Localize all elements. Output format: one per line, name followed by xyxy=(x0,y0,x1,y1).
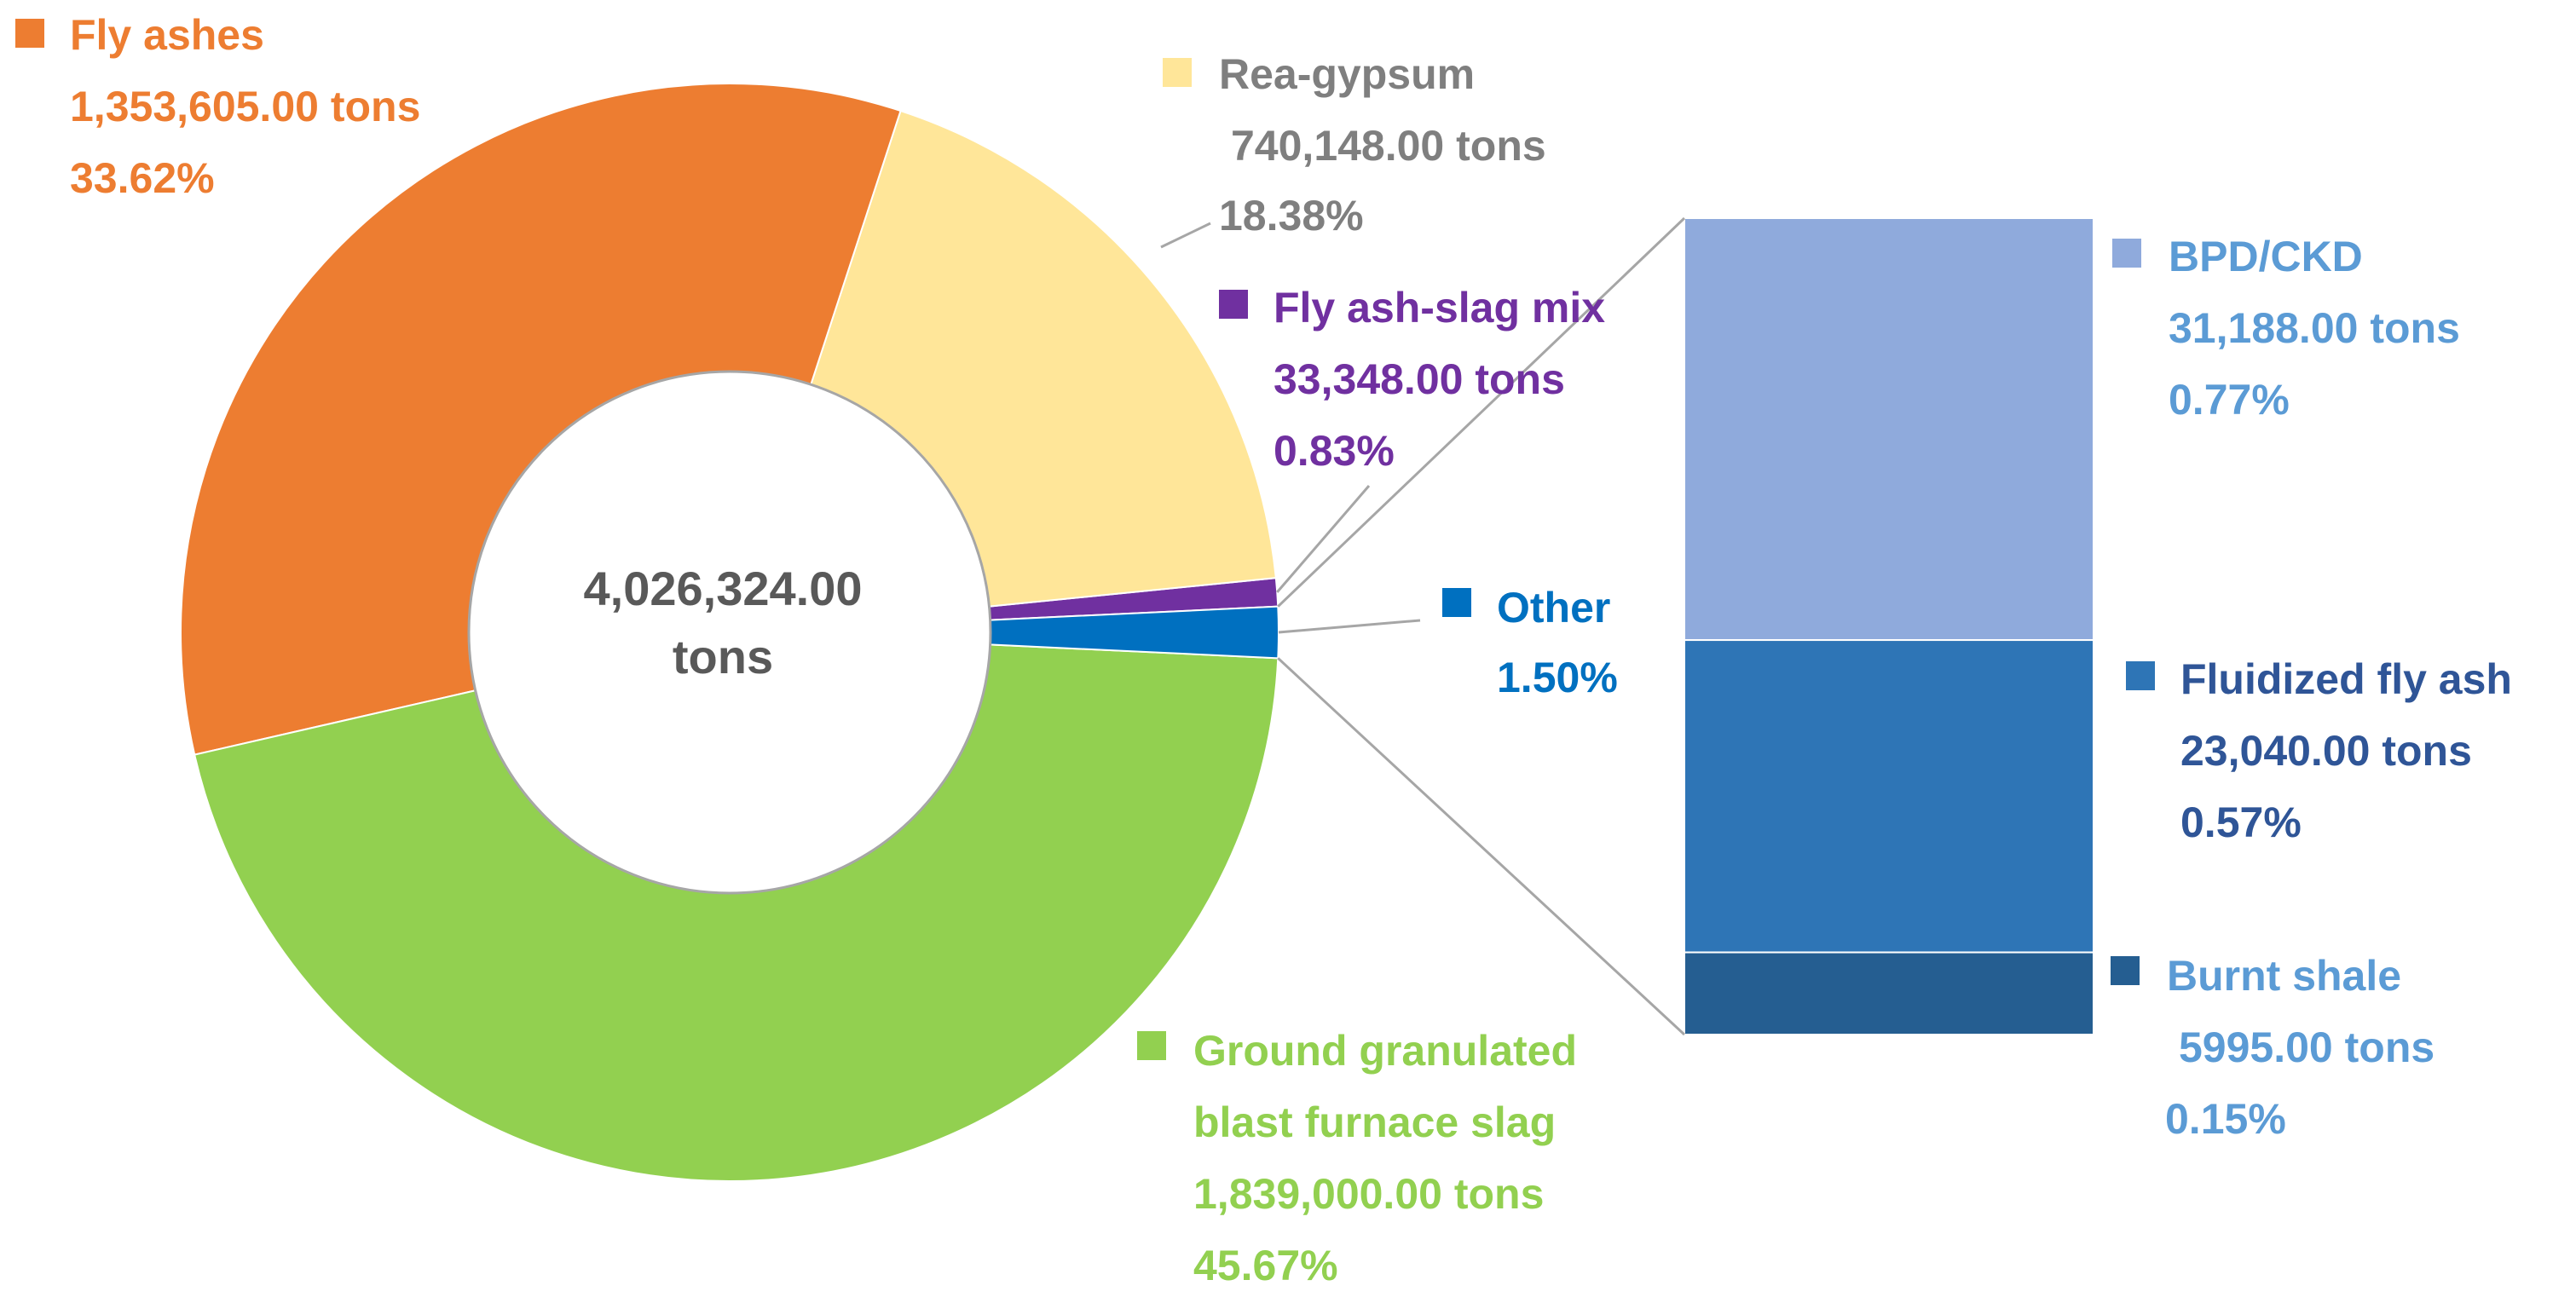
leader-lines xyxy=(1160,216,1686,1036)
leader-line-rea-gypsum xyxy=(1160,222,1211,249)
legend-label-other: Other 1.50% xyxy=(1442,584,1618,701)
svg-text:23,040.00 tons: 23,040.00 tons xyxy=(2180,727,2472,775)
bar-segment-bpd_ckd xyxy=(1684,217,2094,642)
legend-label-ggbfs: Ground granulated blast furnace slag 1,8… xyxy=(1137,1027,1577,1289)
leader-line-other xyxy=(1278,619,1421,634)
center-total-unit: tons xyxy=(673,630,773,683)
svg-text:740,148.00 tons: 740,148.00 tons xyxy=(1231,122,1546,170)
svg-text:Other: Other xyxy=(1497,584,1610,631)
legend-swatch-fluidized-fly-ash xyxy=(2126,661,2155,690)
legend-label-bpd-ckd: BPD/CKD 31,188.00 tons 0.77% xyxy=(2112,233,2460,424)
svg-text:33.62%: 33.62% xyxy=(70,154,215,202)
connector-line-upper xyxy=(1277,216,1686,608)
svg-text:1,839,000.00 tons: 1,839,000.00 tons xyxy=(1193,1170,1544,1218)
svg-text:BPD/CKD: BPD/CKD xyxy=(2169,233,2363,280)
svg-text:Ground granulated: Ground granulated xyxy=(1193,1027,1577,1075)
svg-text:33,348.00 tons: 33,348.00 tons xyxy=(1274,355,1565,403)
legend-swatch-burnt-shale xyxy=(2111,956,2140,985)
legend-swatch-fly-ashes xyxy=(15,19,44,48)
bar-segment-burnt_shale xyxy=(1684,951,2094,1035)
legend-label-rea-gypsum: Rea-gypsum 740,148.00 tons 18.38% xyxy=(1163,50,1546,239)
svg-text:Fluidized fly ash: Fluidized fly ash xyxy=(2180,655,2512,703)
stacked-bar xyxy=(1684,217,2094,1035)
svg-text:1,353,605.00 tons: 1,353,605.00 tons xyxy=(70,83,420,130)
svg-text:Fly ash-slag mix: Fly ash-slag mix xyxy=(1274,284,1605,332)
svg-text:0.15%: 0.15% xyxy=(2165,1095,2286,1143)
legend-label-fly-ashes: Fly ashes 1,353,605.00 tons 33.62% xyxy=(15,11,420,202)
legend-swatch-fly-ash-slag-mix xyxy=(1219,290,1248,319)
leader-line-fly-ash-slag-mix xyxy=(1276,485,1371,593)
svg-text:18.38%: 18.38% xyxy=(1219,192,1364,239)
svg-text:Fly ashes: Fly ashes xyxy=(70,11,264,59)
legend-label-fluidized-fly-ash: Fluidized fly ash 23,040.00 tons 0.57% xyxy=(2126,655,2512,846)
svg-text:Rea-gypsum: Rea-gypsum xyxy=(1219,50,1475,98)
svg-text:Burnt shale: Burnt shale xyxy=(2167,952,2401,1000)
legend-swatch-other xyxy=(1442,588,1471,617)
center-total-value: 4,026,324.00 xyxy=(584,562,863,615)
svg-text:31,188.00 tons: 31,188.00 tons xyxy=(2169,304,2460,352)
svg-text:0.83%: 0.83% xyxy=(1274,427,1395,475)
legend-label-fly-ash-slag-mix: Fly ash-slag mix 33,348.00 tons 0.83% xyxy=(1219,284,1605,475)
svg-text:blast furnace slag: blast furnace slag xyxy=(1193,1098,1556,1146)
bar-segment-fluidized xyxy=(1684,639,2094,954)
svg-text:1.50%: 1.50% xyxy=(1497,654,1618,701)
donut-chart xyxy=(180,83,1280,1182)
svg-text:0.77%: 0.77% xyxy=(2169,376,2290,424)
legend-swatch-ggbfs xyxy=(1137,1031,1166,1060)
legend-swatch-bpd-ckd xyxy=(2112,239,2141,268)
svg-text:5995.00 tons: 5995.00 tons xyxy=(2179,1023,2434,1071)
donut-hole xyxy=(467,370,992,895)
svg-text:0.57%: 0.57% xyxy=(2180,799,2302,846)
svg-text:45.67%: 45.67% xyxy=(1193,1242,1338,1289)
legend-swatch-rea-gypsum xyxy=(1163,58,1192,87)
legend-label-burnt-shale: Burnt shale 5995.00 tons 0.15% xyxy=(2111,952,2434,1143)
connector-line-lower xyxy=(1277,657,1686,1036)
